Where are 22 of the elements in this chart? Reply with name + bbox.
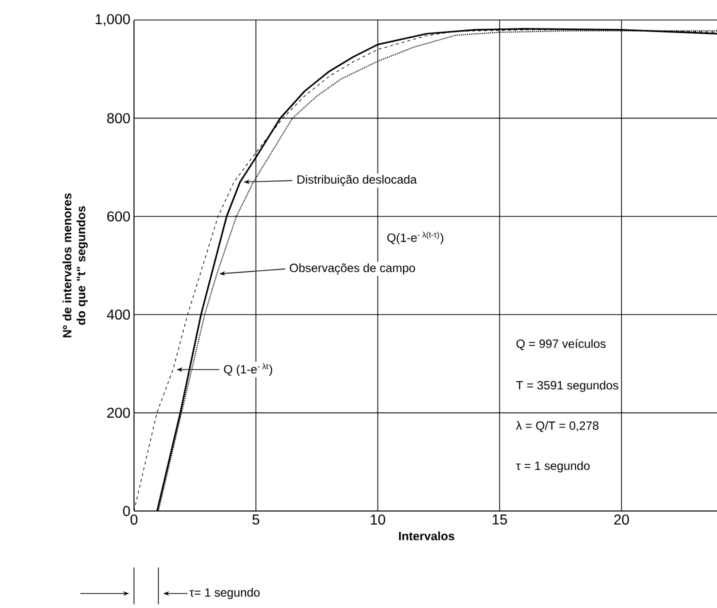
x-tick-label: 20 (614, 514, 629, 525)
y-tick-label: 400 (106, 310, 130, 320)
y-tick-label: 1,000 (96, 14, 130, 26)
annotation: Q (1-e$^{- λt}$) (224, 363, 272, 376)
x-axis-title: Intervalos (399, 532, 454, 540)
annotation: Q(1-e$^{- λ(t-τ)}$) (387, 232, 444, 244)
y-tick-label: 0 (123, 506, 130, 516)
annotation: T = 3591 segundos (516, 380, 618, 392)
y-tick-label: 200 (107, 408, 130, 418)
x-tick-label: 10 (370, 514, 386, 525)
y-axis-title: Nº de intervalos menores do que "t" segundos (62, 193, 88, 338)
annotation: Distribuição deslocada (298, 174, 417, 186)
y-tick-label: 600 (107, 211, 130, 222)
x-tick-label: 5 (252, 514, 260, 525)
y-tick-label: 800 (107, 113, 130, 124)
text: τ= 1 segundo (189, 588, 260, 600)
annotation: Q = 997 veículos (516, 339, 606, 350)
annotation: τ = 1 segundo (516, 461, 590, 472)
annotation: λ = Q/T = 0,278 (516, 421, 598, 432)
annotation: Observações de campo (290, 263, 415, 275)
x-tick-label: 0 (130, 514, 138, 525)
x-tick-label: 15 (492, 514, 507, 525)
